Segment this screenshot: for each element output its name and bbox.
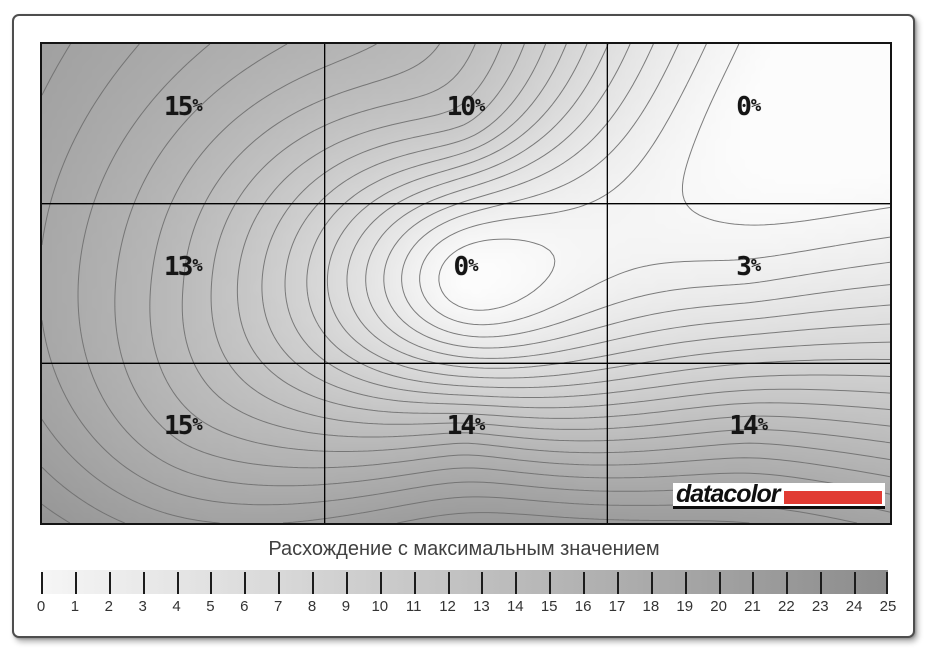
colorbar-tick xyxy=(752,572,755,594)
colorbar-tick-label: 16 xyxy=(574,598,592,615)
colorbar-tick xyxy=(447,572,450,594)
cell-value-label: 14% xyxy=(446,411,486,442)
colorbar-tick xyxy=(278,572,281,594)
colorbar-tick-label: 19 xyxy=(676,598,694,615)
colorbar-tick xyxy=(345,572,348,594)
colorbar-tick xyxy=(820,572,823,594)
cell-value-label: 14% xyxy=(729,411,768,442)
colorbar-tick-label: 21 xyxy=(744,598,761,615)
colorbar-tick-label: 11 xyxy=(405,598,422,615)
cell-value-label: 13% xyxy=(164,251,203,282)
colorbar-tick-label: 20 xyxy=(710,598,727,615)
uniformity-report-window: 15% 10% 0% 13% 0% 3% 15% 14% 14% datacolor Расхо… xyxy=(12,14,915,638)
datacolor-logo-red-bar xyxy=(783,491,882,504)
colorbar-tick-label: 10 xyxy=(371,598,389,615)
colorbar-tick-label: 17 xyxy=(608,598,626,615)
colorbar-tick xyxy=(108,572,111,594)
colorbar-tick-label: 7 xyxy=(273,598,283,615)
colorbar-tick-label: 25 xyxy=(879,598,897,615)
colorbar-tick xyxy=(379,572,382,594)
colorbar-tick xyxy=(650,572,653,594)
colorbar-tick-label: 13 xyxy=(473,598,490,615)
colorbar-tick xyxy=(886,572,888,594)
colorbar-tick xyxy=(616,572,619,594)
cell-value-label: 3% xyxy=(736,251,762,282)
colorbar-tick-label: 1 xyxy=(70,598,80,615)
colorbar-tick-label: 5 xyxy=(206,598,215,615)
colorbar-tick-label: 3 xyxy=(138,598,147,615)
cell-value-label: 10% xyxy=(446,91,486,122)
colorbar-tick-label: 8 xyxy=(307,598,317,615)
colorbar-tick xyxy=(176,572,179,594)
colorbar-tick-label: 9 xyxy=(341,598,351,615)
colorbar-tick-label: 24 xyxy=(845,598,863,615)
cell-value-label: 0% xyxy=(453,251,479,282)
colorbar-tick xyxy=(718,572,721,594)
colorbar-tick-label: 0 xyxy=(36,598,46,615)
colorbar-tick-label: 14 xyxy=(506,598,524,615)
colorbar-tick xyxy=(413,572,416,594)
colorbar-tick xyxy=(786,572,789,594)
colorbar-tick-label: 2 xyxy=(104,598,113,615)
colorbar-tick xyxy=(481,572,484,594)
colorbar-tick-label: 15 xyxy=(540,598,558,615)
colorbar-tick-label: 23 xyxy=(811,598,829,615)
cell-value-label: 15% xyxy=(164,91,203,122)
colorbar-title: Расхождение с максимальным значением xyxy=(268,538,660,560)
datacolor-logo: datacolor xyxy=(673,480,885,509)
colorbar-tick xyxy=(312,572,315,594)
cell-value-label: 0% xyxy=(736,91,762,122)
contour-map-canvas xyxy=(42,44,890,523)
colorbar-tick xyxy=(210,572,213,594)
colorbar-tick xyxy=(854,572,857,594)
colorbar-tick-label: 12 xyxy=(439,598,456,615)
colorbar-tick xyxy=(549,572,552,594)
colorbar-gradient xyxy=(41,570,888,594)
colorbar-tick xyxy=(583,572,586,594)
colorbar-tick xyxy=(41,572,43,594)
colorbar-tick-labels: 0 1 2 3 4 5 6 7 8 9 10 11 12 13 14 15 16 17 18 19 20 21 22 23 24… xyxy=(37,598,897,616)
colorbar-tick xyxy=(244,572,247,594)
cell-value-label: 15% xyxy=(164,411,203,442)
colorbar-tick xyxy=(515,572,518,594)
colorbar-tick-label: 6 xyxy=(240,598,249,615)
colorbar-tick-label: 22 xyxy=(778,598,795,615)
colorbar-tick xyxy=(142,572,145,594)
datacolor-logo-text: datacolor xyxy=(676,480,781,508)
colorbar-tick xyxy=(74,572,77,594)
uniformity-contour-plot: 15% 10% 0% 13% 0% 3% 15% 14% 14% datacolor xyxy=(40,42,892,525)
colorbar-tick-label: 4 xyxy=(172,598,181,615)
colorbar-tick xyxy=(684,572,687,594)
colorbar-tick-label: 18 xyxy=(642,598,660,615)
